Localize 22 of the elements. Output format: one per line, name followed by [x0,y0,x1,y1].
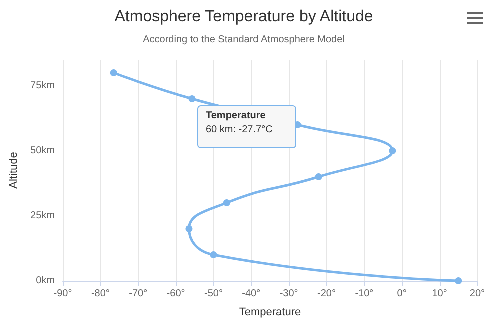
x-tick-label: -60° [166,288,186,300]
y-tick-label: 75km [30,80,55,92]
x-tick-label: -40° [242,288,261,300]
x-axis-title: Temperature [239,306,302,318]
x-tick-label: -50° [204,288,223,300]
y-tick-label: 25km [30,210,55,222]
annotation: Temperature [206,110,266,122]
x-tick-label: 0° [397,288,407,300]
y-tick-label: 50km [30,146,55,156]
x-tick-label: -20° [318,288,336,300]
x-tick-label: -90° [54,288,72,300]
x-tick-label: -10° [355,288,374,300]
y-tick-label: 0km [36,276,55,286]
annotation: 60 km: -27.7°C [206,124,273,136]
chart-title: Atmosphere Temperature by Altitude [114,8,374,26]
y-axis-title: Altitude [8,152,20,189]
x-tick-label: 10° [432,288,448,300]
x-tick-label: 20° [470,288,485,300]
x-tick-label: -30° [280,288,298,300]
chart-subtitle: According to the Standard Atmosphere Model [143,34,345,46]
x-tick-label: -80° [91,288,110,300]
x-tick-label: -70° [129,288,148,300]
